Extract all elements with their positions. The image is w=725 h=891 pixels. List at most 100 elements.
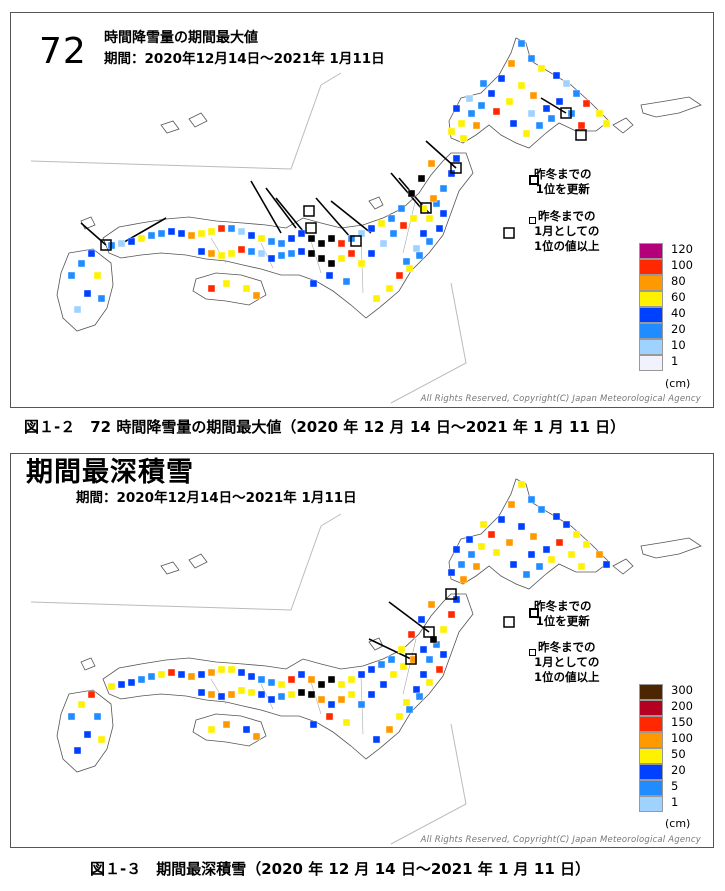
- station-marker: [187, 231, 196, 240]
- record-station-box: [350, 235, 362, 247]
- station-marker: [527, 550, 536, 559]
- station-marker: [287, 675, 296, 684]
- station-marker: [127, 678, 136, 687]
- station-marker: [399, 221, 408, 230]
- legend-value: 200: [671, 699, 693, 713]
- station-marker: [602, 119, 611, 128]
- station-marker: [257, 234, 266, 243]
- station-marker: [457, 119, 466, 128]
- station-marker: [217, 665, 226, 674]
- station-marker: [137, 675, 146, 684]
- map2-note-month-record: 昨冬までの 1月としての 1位の値以上: [534, 640, 600, 684]
- station-marker: [467, 109, 476, 118]
- station-marker: [267, 678, 276, 687]
- station-marker: [435, 224, 444, 233]
- sea-boundary-line: [320, 513, 342, 527]
- map2-note-new-record: 昨冬までの 1位を更新: [534, 599, 592, 628]
- station-marker: [317, 239, 326, 248]
- station-marker: [389, 229, 398, 238]
- station-marker: [419, 645, 428, 654]
- station-marker: [197, 247, 206, 256]
- station-marker: [595, 550, 604, 559]
- sea-boundary-line: [30, 84, 322, 170]
- station-marker: [77, 259, 86, 268]
- station-marker: [177, 229, 186, 238]
- map2-period: 期間：2020年12月14日～2021年 1月11日: [76, 490, 357, 506]
- station-marker: [257, 675, 266, 684]
- station-marker: [425, 655, 434, 664]
- station-marker: [555, 538, 564, 547]
- legend-value: 300: [671, 683, 693, 697]
- station-marker: [439, 650, 448, 659]
- station-marker: [427, 159, 436, 168]
- max-snow-depth-map-panel: 期間最深積雪 期間：2020年12月14日～2021年 1月11日 昨冬までの …: [10, 453, 714, 848]
- legend-value: 150: [671, 715, 693, 729]
- legend-value: 120: [671, 242, 693, 256]
- station-marker: [217, 692, 226, 701]
- station-marker: [419, 670, 428, 679]
- station-marker: [405, 264, 414, 273]
- station-marker: [439, 625, 448, 634]
- station-marker: [277, 239, 286, 248]
- record-station-box: [445, 588, 457, 600]
- station-marker: [497, 515, 506, 524]
- station-marker: [479, 520, 488, 529]
- station-marker: [337, 695, 346, 704]
- coastline: [80, 657, 96, 671]
- station-marker: [237, 686, 246, 695]
- record-leader-line: [390, 172, 422, 209]
- station-marker: [429, 194, 438, 203]
- station-marker: [267, 237, 276, 246]
- coastline: [448, 37, 610, 149]
- station-marker: [452, 545, 461, 554]
- station-marker: [509, 560, 518, 569]
- station-marker: [407, 630, 416, 639]
- station-marker: [257, 690, 266, 699]
- station-marker: [419, 204, 428, 213]
- station-marker: [452, 154, 461, 163]
- station-marker: [327, 675, 336, 684]
- map2-legend-unit: (cm): [665, 817, 691, 830]
- map1-note-new-record: 昨冬までの 1位を更新: [534, 167, 592, 196]
- station-marker: [137, 234, 146, 243]
- legend-value: 100: [671, 731, 693, 745]
- station-marker: [535, 562, 544, 571]
- station-marker: [287, 249, 296, 258]
- station-marker: [385, 284, 394, 293]
- record-station-box: [450, 162, 462, 174]
- coastline: [80, 216, 96, 230]
- coastline: [192, 713, 267, 747]
- station-marker: [107, 682, 116, 691]
- station-marker: [522, 570, 531, 579]
- station-marker: [409, 655, 418, 664]
- station-marker: [93, 712, 102, 721]
- station-marker: [465, 94, 474, 103]
- japan-map-snow-depth: [30, 478, 702, 845]
- station-marker: [542, 104, 551, 113]
- station-marker: [522, 129, 531, 138]
- figure-1-3-caption: 図１-３ 期間最深積雪（2020 年 12 月 14 日～2021 年 1 月 …: [90, 860, 591, 878]
- japan-map-72h: [30, 37, 702, 404]
- station-marker: [83, 730, 92, 739]
- station-marker: [252, 732, 261, 741]
- station-marker: [377, 219, 386, 228]
- record-leader-line: [80, 222, 107, 246]
- station-marker: [67, 271, 76, 280]
- legend-swatch: [639, 259, 663, 275]
- station-marker: [337, 254, 346, 263]
- station-marker: [479, 79, 488, 88]
- station-marker: [337, 680, 346, 689]
- coastline: [640, 96, 702, 118]
- new-record-box-icon: [529, 175, 539, 185]
- legend-swatch: [639, 323, 663, 339]
- legend-swatch: [639, 764, 663, 780]
- station-marker: [277, 251, 286, 260]
- station-marker: [83, 289, 92, 298]
- station-marker: [555, 97, 564, 106]
- station-marker: [337, 239, 346, 248]
- station-marker: [242, 725, 251, 734]
- station-marker: [247, 247, 256, 256]
- map1-legend-unit: (cm): [665, 377, 691, 390]
- station-marker: [207, 725, 216, 734]
- station-marker: [595, 109, 604, 118]
